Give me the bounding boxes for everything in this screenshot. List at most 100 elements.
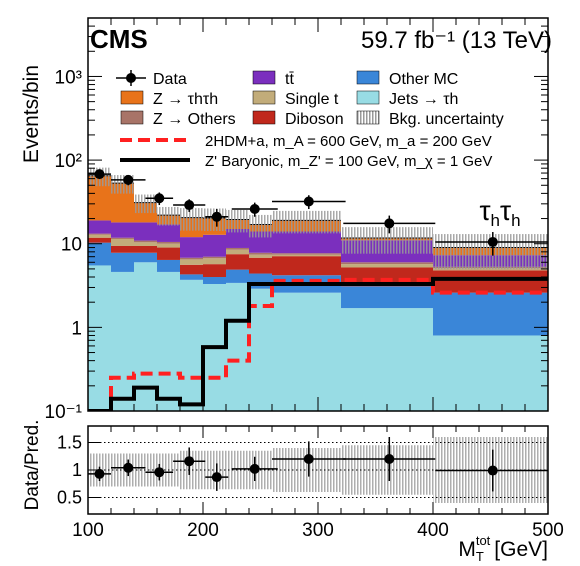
legend-label: Jets → τh	[389, 91, 458, 108]
bar-othermc	[433, 292, 548, 336]
bar-ztautau	[88, 175, 111, 221]
bar-jets_tau	[341, 308, 433, 411]
bar-jets_tau	[157, 271, 180, 411]
bar-zothers	[249, 252, 272, 255]
data-point	[184, 200, 195, 211]
ratio-point	[123, 462, 134, 473]
bar-singlet	[295, 254, 341, 257]
bkg-uncertainty-band	[272, 210, 295, 234]
y-tick-label: 10⁻¹	[45, 402, 83, 423]
legend-swatch-ttbar	[252, 70, 276, 85]
channel-label: τhτh	[479, 195, 520, 230]
bar-zothers	[341, 262, 433, 265]
bar-othermc	[157, 259, 180, 272]
x-tick-label: 200	[187, 520, 219, 541]
bar-zothers	[226, 247, 249, 250]
bar-othermc	[134, 252, 157, 263]
data-point	[123, 174, 134, 185]
data-point	[249, 204, 260, 215]
bar-singlet	[341, 264, 433, 268]
ratio-y-tick-label: 1	[72, 460, 82, 480]
bar-zothers	[180, 257, 203, 260]
data-point	[154, 193, 165, 204]
legend-label: Bkg. uncertainty	[389, 111, 504, 128]
ratio-unc-band	[341, 445, 433, 495]
bar-jets_tau	[433, 335, 548, 411]
bar-othermc	[341, 286, 433, 309]
bar-othermc	[203, 277, 226, 284]
data-point	[384, 218, 395, 229]
legend-label: Other MC	[389, 71, 458, 88]
signal-line-sig_zprime	[88, 276, 548, 411]
bar-singlet	[88, 234, 111, 238]
bar-ttbar	[111, 222, 134, 238]
bar-diboson	[249, 257, 272, 274]
bar-zothers	[272, 253, 295, 255]
bar-singlet	[134, 242, 157, 246]
bar-diboson	[433, 270, 548, 293]
bar-jets_tau	[295, 292, 341, 411]
bar-diboson	[157, 247, 180, 260]
bar-diboson	[272, 256, 295, 276]
legend-label: Single t	[285, 91, 339, 108]
ratio-unc-band	[180, 450, 203, 490]
bar-othermc	[226, 269, 249, 283]
ratio-plot: 0.5 1 1.5 100 200 300 400 500	[57, 425, 564, 541]
bar-singlet	[226, 249, 249, 255]
bar-diboson	[226, 254, 249, 270]
ratio-unc-band	[272, 448, 295, 492]
data-point	[487, 236, 498, 247]
bkg-uncertainty-band	[226, 209, 249, 233]
ratio-inner	[88, 437, 548, 503]
bkg-uncertainty-band	[341, 227, 433, 254]
y-axis-title-ratio: Data/Pred.	[22, 420, 43, 511]
bar-singlet	[249, 254, 272, 258]
ratio-point	[249, 463, 260, 474]
bar-singlet	[157, 243, 180, 248]
bar-ttbar	[203, 234, 226, 257]
legend-swatch-singlet	[252, 90, 276, 105]
signal-line-sig_2hdma	[88, 277, 548, 411]
bar-jets_tau	[111, 271, 134, 411]
lumi-label: 59.7 fb⁻¹ (13 TeV)	[361, 27, 552, 54]
bkg-uncertainty-band	[157, 206, 180, 226]
legend-marker-data	[126, 73, 136, 83]
bar-diboson	[111, 245, 134, 253]
bar-diboson	[180, 264, 203, 275]
legend-swatch-diboson	[252, 110, 276, 125]
x-tick-label: 500	[532, 520, 564, 541]
bar-diboson	[203, 264, 226, 278]
legend-swatch-zothers	[120, 110, 144, 125]
ratio-point	[211, 472, 222, 483]
legend-swatch-othermc	[356, 70, 380, 85]
bar-zothers	[88, 233, 111, 235]
legend-swatch-bkg-unc	[356, 110, 380, 125]
bar-diboson	[134, 245, 157, 253]
bar-ttbar	[134, 222, 157, 241]
bar-ttbar	[180, 237, 203, 258]
bkg-uncertainty-band	[249, 214, 272, 238]
lumi-value: 59.7 fb⁻¹ (13 TeV)	[361, 27, 552, 54]
y-tick-label: 10²	[55, 151, 82, 172]
legend-label: Data	[153, 71, 187, 88]
legend-label: Diboson	[285, 111, 344, 128]
bar-ttbar	[157, 224, 180, 242]
ratio-unc-band	[203, 450, 226, 490]
x-tick-label: 300	[302, 520, 334, 541]
bar-othermc	[111, 252, 134, 272]
y-tick-label: 10³	[55, 67, 82, 88]
legend-label: 2HDM+a, m_A = 600 GeV, m_a = 200 GeV	[205, 133, 492, 150]
bar-zothers	[295, 253, 341, 255]
bar-jets_tau	[272, 292, 295, 411]
bar-ttbar	[295, 231, 341, 254]
y-axis-title-main: Events/bin	[20, 65, 43, 163]
ratio-point	[94, 468, 105, 479]
bar-jets_tau	[180, 279, 203, 411]
ratio-y-tick-label: 1.5	[57, 433, 82, 453]
bkg-uncertainty-band	[295, 210, 341, 234]
legend: Data tt̄ Other MC Z → τhτh Single t Jets → τh…	[116, 70, 504, 170]
bar-othermc	[249, 273, 272, 289]
bkg-uncertainty-band	[180, 208, 203, 231]
bar-singlet	[272, 254, 295, 257]
data-point	[94, 169, 105, 180]
